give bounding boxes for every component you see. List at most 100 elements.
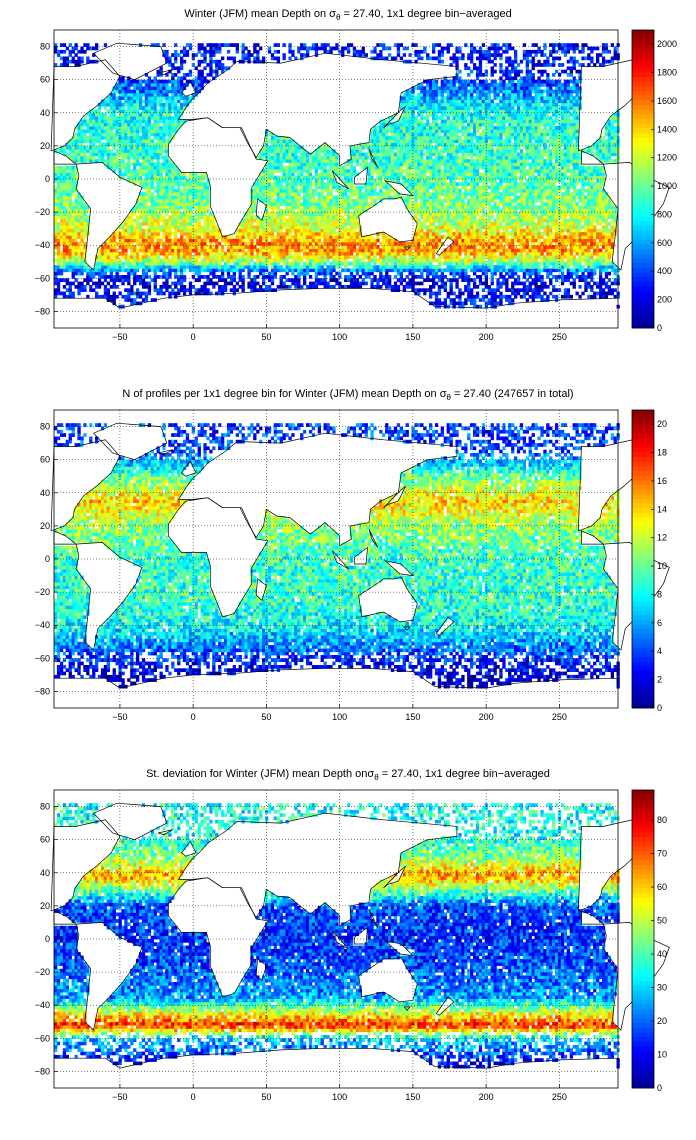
heatmap-cell bbox=[511, 271, 515, 276]
heatmap-cell bbox=[543, 202, 547, 206]
heatmap-cell bbox=[244, 241, 248, 246]
heatmap-cell bbox=[127, 228, 131, 233]
heatmap-cell bbox=[297, 255, 301, 259]
heatmap-cell bbox=[194, 222, 198, 226]
heatmap-cell bbox=[212, 238, 216, 243]
heatmap-cell bbox=[139, 294, 143, 299]
heatmap-cell bbox=[311, 222, 316, 226]
heatmap-cell bbox=[329, 232, 333, 236]
heatmap-cell bbox=[604, 192, 609, 196]
heatmap-cell bbox=[65, 238, 69, 243]
heatmap-cell bbox=[229, 288, 234, 292]
heatmap-cell bbox=[546, 268, 550, 273]
heatmap-cell bbox=[347, 188, 351, 193]
heatmap-cell bbox=[56, 238, 61, 243]
heatmap-cell bbox=[484, 285, 488, 289]
heatmap-cell bbox=[352, 265, 357, 269]
heatmap-cell bbox=[599, 278, 603, 282]
heatmap-cell bbox=[584, 218, 588, 223]
heatmap-cell bbox=[153, 241, 157, 246]
heatmap-cell bbox=[461, 222, 465, 226]
heatmap-cell bbox=[238, 232, 242, 236]
heatmap-cell bbox=[156, 235, 160, 239]
heatmap-cell bbox=[223, 241, 228, 246]
heatmap-cell bbox=[212, 251, 216, 256]
heatmap-cell bbox=[575, 245, 579, 249]
heatmap-cell bbox=[200, 291, 204, 296]
heatmap-cell bbox=[426, 198, 430, 203]
heatmap-cell bbox=[153, 258, 157, 263]
heatmap-cell bbox=[470, 268, 474, 273]
heatmap-cell bbox=[452, 212, 456, 216]
heatmap-cell bbox=[475, 218, 480, 223]
heatmap-cell bbox=[546, 208, 550, 213]
heatmap-cell bbox=[502, 212, 506, 216]
heatmap-cell bbox=[552, 205, 556, 210]
heatmap-cell bbox=[300, 255, 304, 259]
heatmap-cell bbox=[206, 248, 210, 253]
heatmap-cell bbox=[136, 265, 140, 269]
heatmap-cell bbox=[522, 261, 527, 266]
heatmap-cell bbox=[203, 205, 207, 210]
heatmap-cell bbox=[232, 255, 236, 259]
heatmap-cell bbox=[473, 225, 477, 230]
heatmap-cell bbox=[168, 258, 172, 263]
heatmap-cell bbox=[171, 245, 175, 249]
heatmap-cell bbox=[209, 265, 213, 269]
heatmap-cell bbox=[294, 251, 298, 256]
heatmap-cell bbox=[127, 225, 131, 230]
heatmap-cell bbox=[209, 248, 213, 253]
heatmap-cell bbox=[112, 251, 116, 256]
heatmap-cell bbox=[352, 225, 357, 230]
heatmap-cell bbox=[390, 261, 395, 266]
heatmap-cell bbox=[200, 212, 204, 216]
heatmap-cell bbox=[484, 195, 488, 200]
heatmap-cell bbox=[320, 192, 324, 196]
heatmap-cell bbox=[297, 232, 301, 236]
heatmap-cell bbox=[65, 235, 69, 239]
heatmap-cell bbox=[557, 265, 562, 269]
heatmap-cell bbox=[376, 238, 380, 243]
heatmap-cell bbox=[408, 265, 412, 269]
heatmap-cell bbox=[446, 212, 450, 216]
heatmap-cell bbox=[423, 245, 427, 249]
heatmap-cell bbox=[455, 261, 459, 266]
heatmap-cell bbox=[347, 202, 351, 206]
heatmap-cell bbox=[270, 268, 275, 273]
heatmap-cell bbox=[191, 188, 195, 193]
heatmap-cell bbox=[174, 258, 178, 263]
heatmap-cell bbox=[604, 255, 609, 259]
heatmap-cell bbox=[543, 208, 547, 213]
heatmap-cell bbox=[502, 251, 506, 256]
heatmap-cell bbox=[209, 271, 213, 276]
heatmap-cell bbox=[279, 232, 283, 236]
heatmap-cell bbox=[496, 258, 500, 263]
heatmap-cell bbox=[294, 281, 298, 286]
heatmap-cell bbox=[329, 245, 333, 249]
heatmap-cell bbox=[347, 278, 351, 282]
heatmap-cell bbox=[74, 205, 78, 210]
heatmap-cell bbox=[417, 205, 421, 210]
heatmap-cell bbox=[543, 268, 547, 273]
heatmap-cell bbox=[449, 198, 453, 203]
heatmap-cell bbox=[508, 301, 512, 306]
heatmap-cell bbox=[367, 185, 371, 190]
heatmap-cell bbox=[141, 251, 146, 256]
heatmap-cell bbox=[514, 225, 518, 230]
heatmap-cell bbox=[335, 238, 339, 243]
heatmap-cell bbox=[168, 198, 172, 203]
heatmap-cell bbox=[493, 218, 497, 223]
heatmap-cell bbox=[373, 248, 377, 253]
heatmap-cell bbox=[388, 275, 392, 279]
heatmap-cell bbox=[162, 281, 166, 286]
heatmap-cell bbox=[159, 291, 163, 296]
heatmap-cell bbox=[364, 205, 368, 210]
heatmap-cell bbox=[56, 205, 61, 210]
heatmap-cell bbox=[376, 281, 380, 286]
heatmap-cell bbox=[443, 301, 447, 306]
heatmap-cell bbox=[188, 225, 193, 230]
heatmap-cell bbox=[147, 275, 152, 279]
heatmap-cell bbox=[276, 251, 280, 256]
heatmap-cell bbox=[467, 188, 471, 193]
heatmap-cell bbox=[165, 198, 169, 203]
